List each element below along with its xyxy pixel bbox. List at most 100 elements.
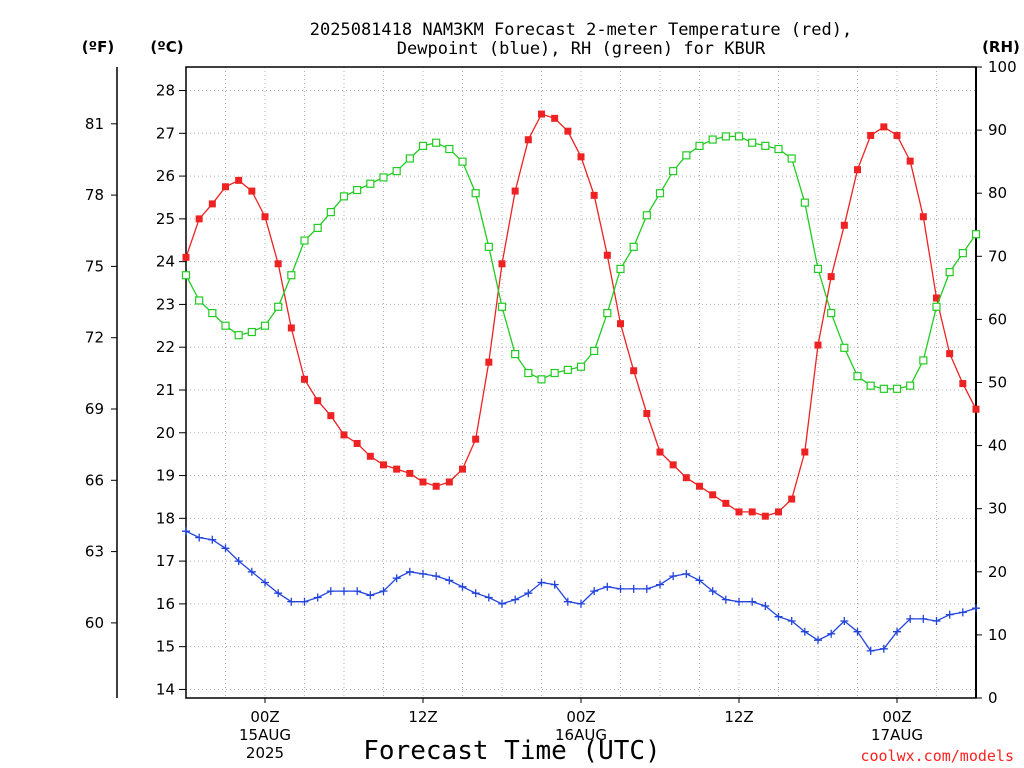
rh-point — [629, 242, 638, 251]
celsius-tick-label: 18 — [156, 509, 175, 527]
2-meter-temperature-point — [761, 512, 769, 520]
2-meter-temperature-point — [314, 397, 322, 405]
dewpoint-point — [866, 646, 875, 655]
rh-point — [366, 179, 375, 188]
rh-tick-label: 20 — [988, 563, 1007, 581]
dewpoint-point — [879, 644, 888, 653]
rh-point — [511, 350, 520, 359]
rh-point — [445, 144, 454, 154]
celsius-tick-label: 24 — [156, 253, 175, 271]
dewpoint-point — [682, 569, 691, 578]
axes: 14 15 16 17 18 19 20 21 22 23 24 25 26 27 28 60 63 66 69 72… — [85, 58, 1017, 762]
rh-point — [274, 302, 283, 311]
2-meter-temperature-point — [801, 448, 809, 456]
rh-point — [708, 135, 717, 144]
rh-point — [537, 375, 546, 384]
dewpoint-point — [932, 617, 941, 625]
rh-point — [576, 362, 586, 371]
x-tick-label: 00Z — [566, 708, 595, 726]
rh-tick-label: 60 — [988, 310, 1007, 328]
2-meter-temperature-point — [775, 508, 782, 516]
dewpoint-point — [577, 599, 585, 608]
celsius-tick-label: 20 — [156, 424, 175, 442]
dewpoint-point — [669, 572, 678, 581]
fahrenheit-tick-label: 60 — [85, 614, 104, 632]
dewpoint-point — [919, 614, 928, 623]
rh-point — [945, 267, 954, 277]
dewpoint-point — [840, 617, 849, 625]
2-meter-temperature-point — [222, 183, 229, 191]
x-tick-label: 15AUG — [239, 726, 291, 744]
2-meter-temperature-point — [393, 465, 401, 473]
dewpoint-point — [906, 614, 915, 623]
2-meter-temperature-point — [972, 405, 980, 413]
dewpoint-point — [616, 584, 625, 593]
celsius-tick-label: 21 — [156, 381, 175, 399]
rh-point — [287, 271, 296, 280]
dewpoint-point — [326, 587, 335, 596]
dewpoint-point — [313, 593, 322, 602]
rh-point — [958, 249, 967, 258]
2-meter-temperature-point — [353, 439, 361, 447]
fahrenheit-tick-label: 75 — [85, 257, 104, 275]
2-meter-temperature-point — [630, 367, 638, 375]
rh-point — [497, 302, 507, 311]
rh-point — [379, 173, 388, 182]
chart-title-line1: 2025081418 NAM3KM Forecast 2-meter Tempe… — [310, 20, 852, 40]
celsius-tick-label: 23 — [156, 295, 175, 313]
dewpoint-point — [800, 627, 809, 636]
dewpoint-point — [656, 580, 664, 589]
2-meter-temperature-point — [893, 131, 901, 139]
2-meter-temperature-point — [511, 187, 519, 195]
2-meter-temperature-point — [748, 508, 756, 516]
2-meter-temperature-point — [301, 375, 308, 383]
dewpoint-point — [642, 584, 651, 593]
fahrenheit-tick-label: 72 — [85, 329, 104, 347]
2-meter-temperature-point — [248, 187, 256, 195]
celsius-tick-label: 15 — [156, 638, 175, 656]
dewpoint-point — [748, 597, 757, 606]
2-meter-temperature-point — [445, 478, 453, 486]
dewpoint-point — [695, 576, 704, 585]
2-meter-temperature-point — [788, 495, 796, 503]
dewpoint-point — [484, 593, 493, 602]
dewpoint-point — [405, 567, 414, 576]
celsius-tick-label: 17 — [156, 552, 175, 570]
x-axis-title: Forecast Time (UTC) — [363, 736, 660, 766]
source-credit: coolwx.com/models — [860, 747, 1014, 765]
dewpoint-point — [563, 597, 572, 606]
rh-tick-label: 0 — [988, 689, 998, 707]
rh-tick-label: 10 — [988, 626, 1007, 644]
2-meter-temperature-point — [919, 213, 927, 221]
rh-point — [642, 211, 651, 220]
dewpoint-point — [182, 527, 190, 536]
fahrenheit-tick-label: 69 — [85, 400, 104, 418]
2-meter-temperature-point — [814, 341, 822, 349]
dewpoint-point — [221, 544, 230, 553]
celsius-tick-label: 14 — [156, 680, 175, 698]
chart-title: 2025081418 NAM3KM Forecast 2-meter Tempe… — [310, 20, 852, 59]
dewpoint-point — [629, 584, 638, 593]
fahrenheit-tick-label: 63 — [85, 543, 104, 561]
dewpoint-point — [827, 629, 836, 638]
2-meter-temperature-point — [617, 320, 624, 328]
celsius-tick-label: 22 — [156, 338, 175, 356]
2-meter-temperature-point — [380, 461, 387, 469]
2-meter-temperature-point — [827, 273, 835, 281]
x-tick-label: 12Z — [408, 708, 437, 726]
rh-point — [616, 264, 625, 274]
rh-point — [484, 242, 493, 251]
2-meter-temperature-point — [656, 448, 664, 456]
chart-title-line2: Dewpoint (blue), RH (green) for KBUR — [397, 39, 766, 59]
rh-point — [418, 141, 428, 150]
2-meter-temperature-point — [498, 260, 506, 268]
celsius-tick-label: 28 — [156, 82, 175, 100]
x-tick-label: 2025 — [246, 744, 284, 762]
rh-point — [971, 230, 981, 239]
rh-point — [800, 198, 809, 207]
rh-point — [840, 343, 849, 352]
rh-point — [761, 141, 770, 150]
2-meter-temperature-point — [524, 136, 532, 144]
2-meter-temperature-point — [287, 324, 295, 332]
